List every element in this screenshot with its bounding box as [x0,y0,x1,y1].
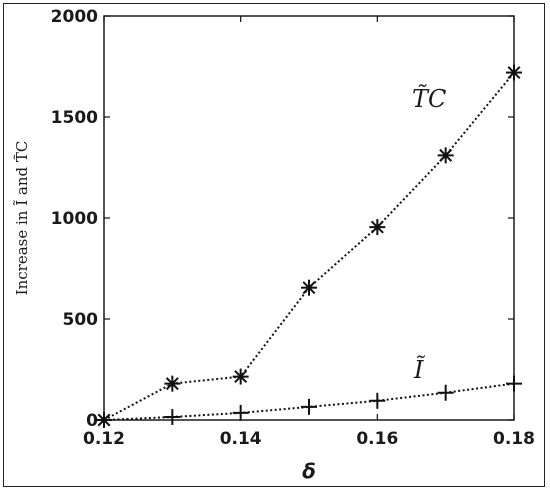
data-point-1 [369,392,386,409]
data-point-1 [96,412,112,428]
x-tick-label: 0.14 [220,429,262,449]
data-point-0 [369,219,386,236]
y-tick-label: 1000 [51,209,98,229]
x-axis-title: δ [302,459,316,483]
x-tick-label: 0.12 [83,429,125,449]
data-point-0 [506,64,522,81]
y-tick-label: 500 [63,310,99,330]
data-point-1 [506,375,522,392]
data-point-1 [232,404,249,421]
data-point-1 [301,398,317,415]
y-axis-title: Increase in Ĩ and T̃C [13,141,31,296]
data-point-1 [164,408,181,425]
y-tick-label: 0 [86,411,98,431]
plot-area [103,15,515,421]
series-label-tc: T̃C [412,85,446,113]
series-line-0 [103,71,515,421]
figure-frame [3,3,545,487]
data-point-0 [437,147,454,164]
y-tick-label: 1500 [51,108,98,128]
data-point-0 [164,375,181,392]
data-point-0 [232,368,249,385]
series-label-i: Ĩ [413,355,426,384]
x-tick-label: 0.16 [356,429,398,449]
y-tick-label: 2000 [51,7,98,27]
data-point-0 [301,279,317,296]
x-tick-label: 0.18 [493,429,535,449]
data-point-1 [437,384,454,401]
